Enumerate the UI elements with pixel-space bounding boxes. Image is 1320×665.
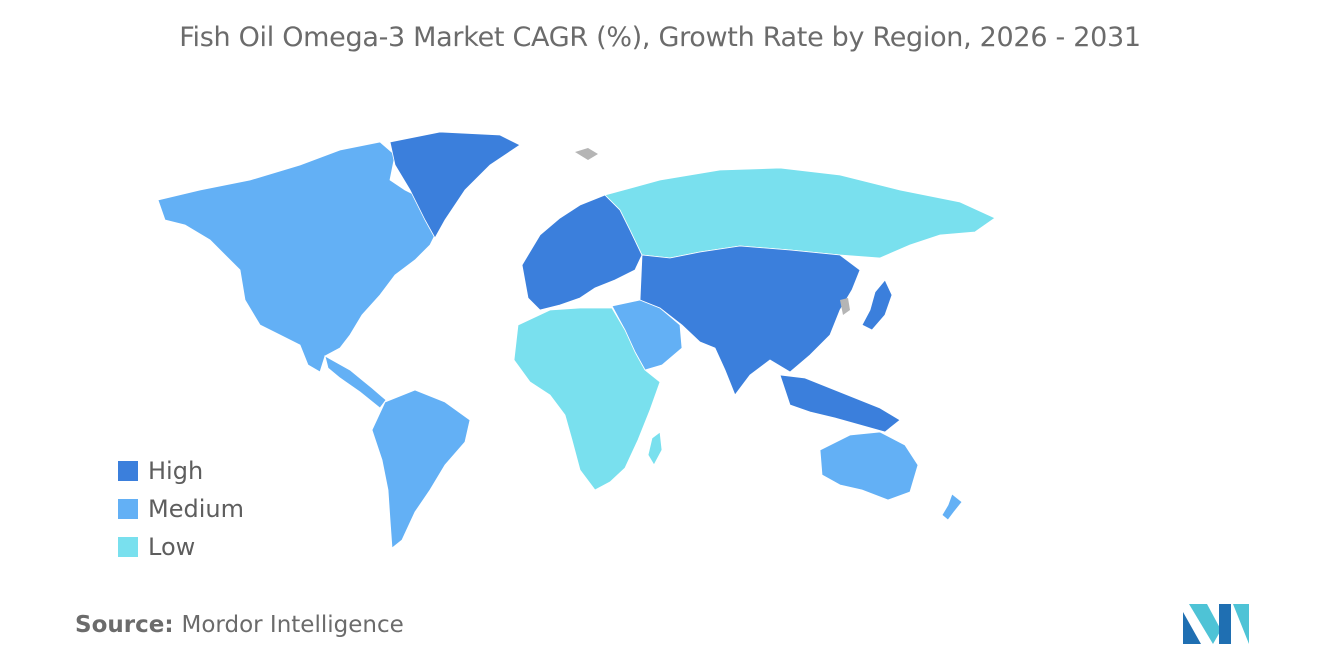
legend-item-low: Low <box>118 528 244 566</box>
legend-swatch-low <box>118 537 138 557</box>
legend-label-medium: Medium <box>148 495 244 523</box>
no-data-island-korea <box>840 298 850 315</box>
source-value: Mordor Intelligence <box>181 612 404 638</box>
region-africa <box>513 307 661 491</box>
region-europe <box>521 194 643 311</box>
legend-swatch-high <box>118 461 138 481</box>
region-north-america <box>157 141 441 373</box>
region-southeast-asia <box>779 374 901 433</box>
region-central-america <box>324 355 387 409</box>
region-asia <box>639 245 861 396</box>
legend: High Medium Low <box>118 452 244 566</box>
legend-item-high: High <box>118 452 244 490</box>
legend-item-medium: Medium <box>118 490 244 528</box>
region-new-zealand <box>941 493 963 521</box>
region-madagascar <box>647 431 663 466</box>
legend-label-high: High <box>148 457 204 485</box>
region-australia <box>819 431 919 501</box>
legend-label-low: Low <box>148 533 196 561</box>
source-label: Source: <box>75 612 174 638</box>
region-south-america <box>371 389 471 549</box>
region-russia <box>604 167 996 259</box>
no-data-island-svalbard <box>575 148 598 160</box>
legend-swatch-medium <box>118 499 138 519</box>
chart-title: Fish Oil Omega-3 Market CAGR (%), Growth… <box>179 22 1141 53</box>
world-map <box>157 131 996 549</box>
region-japan <box>861 279 893 331</box>
mordor-intelligence-logo-icon <box>1183 604 1249 644</box>
region-greenland <box>389 131 521 239</box>
source-credit: Source: Mordor Intelligence <box>75 612 404 638</box>
